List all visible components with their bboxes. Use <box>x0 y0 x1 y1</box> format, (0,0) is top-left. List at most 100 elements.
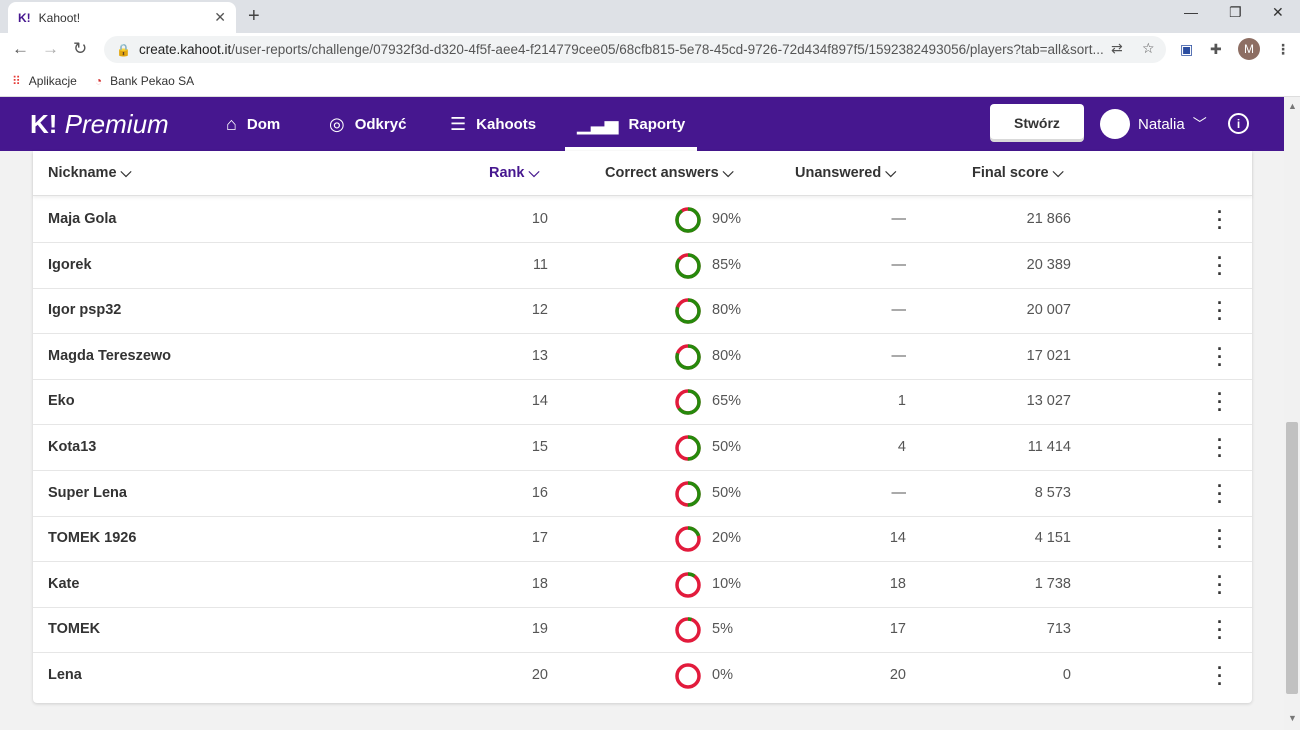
player-nickname: Igorek <box>48 256 92 273</box>
nav-raporty[interactable]: ▁▃▅ Raporty <box>564 97 698 151</box>
scroll-down-icon[interactable]: ▼ <box>1288 713 1297 723</box>
player-nickname: TOMEK 1926 <box>48 530 137 547</box>
close-tab-icon[interactable]: ✕ <box>214 9 226 25</box>
chevron-down-icon: ⌵ <box>885 165 897 181</box>
browser-tab[interactable]: K! Kahoot! ✕ <box>8 2 236 33</box>
profile-avatar[interactable]: M <box>1238 38 1260 60</box>
reload-icon[interactable]: ↻ <box>73 39 88 58</box>
extensions-puzzle-icon[interactable]: ✚ <box>1210 41 1222 57</box>
back-icon[interactable]: ← <box>12 39 29 58</box>
scrollbar-thumb[interactable] <box>1286 422 1298 694</box>
table-row[interactable]: TOMEK 1926 17 20% 14 4 151 · · · <box>33 516 1252 563</box>
more-options-icon[interactable]: · · · <box>1217 293 1223 330</box>
sort-rank[interactable]: Rank ⌵ <box>489 165 540 181</box>
player-nickname: Maja Gola <box>48 211 117 227</box>
more-options-icon[interactable]: · · · <box>1217 521 1223 558</box>
logo-text: Premium <box>64 109 169 139</box>
bookmark-apps[interactable]: ⠿ Aplikacje <box>12 74 77 88</box>
kahoot-premium-logo[interactable]: K! Premium <box>30 109 169 140</box>
restore-icon[interactable]: ❐ <box>1229 4 1242 20</box>
more-options-icon[interactable]: · · · <box>1217 338 1223 375</box>
correct-answers-donut <box>675 298 701 324</box>
final-score: 4 151 <box>1034 530 1071 547</box>
correct-answers-donut <box>675 435 701 461</box>
player-nickname: Igor psp32 <box>48 302 122 319</box>
table-row[interactable]: Super Lena 16 50% — 8 573 · · · <box>33 471 1252 517</box>
nav-dom[interactable]: ⌂ Dom <box>226 97 280 151</box>
player-rank: 13 <box>531 347 548 364</box>
new-tab-icon[interactable]: + <box>248 5 260 27</box>
correct-answers-donut <box>675 572 701 598</box>
player-rank: 12 <box>531 302 548 319</box>
player-rank: 19 <box>531 621 548 638</box>
url-path: /user-reports/challenge/07932f3d-d320-4f… <box>231 42 1104 57</box>
browser-toolbar: ← → ↻ 🔒 create.kahoot.it /user-reports/c… <box>0 33 1300 66</box>
sort-final-score[interactable]: Final score ⌵ <box>972 165 1064 181</box>
final-score: 8 573 <box>1034 484 1071 501</box>
table-header: Nickname ⌵ Rank ⌵ Correct answers ⌵ Unan… <box>33 151 1252 196</box>
table-row[interactable]: Maja Gola 10 90% — 21 866 · · · <box>33 197 1252 243</box>
final-score: 1 738 <box>1034 575 1071 592</box>
player-rank: 17 <box>531 530 548 547</box>
final-score: 20 007 <box>1026 302 1071 319</box>
correct-answers-donut <box>675 344 701 370</box>
table-row[interactable]: Kota13 15 50% 4 11 414 · · · <box>33 425 1252 471</box>
correct-answers-percent: 65% <box>712 393 742 410</box>
extension-icon[interactable]: ▣ <box>1180 41 1194 57</box>
player-rank: 14 <box>531 393 548 410</box>
player-nickname: Super Lena <box>48 484 127 501</box>
player-nickname: Eko <box>48 393 75 410</box>
more-options-icon[interactable]: · · · <box>1217 475 1223 512</box>
user-menu[interactable]: Natalia ﹀ <box>1100 97 1207 151</box>
forward-icon[interactable]: → <box>42 39 59 58</box>
logo-mark: K! <box>30 109 58 139</box>
correct-answers-donut <box>675 207 701 233</box>
correct-answers-donut <box>675 389 701 416</box>
sort-unanswered[interactable]: Unanswered ⌵ <box>795 165 896 181</box>
correct-answers-percent: 5% <box>712 621 733 638</box>
chevron-down-icon: ⌵ <box>528 165 540 181</box>
correct-answers-donut <box>675 526 701 552</box>
table-row[interactable]: Magda Tereszewo 13 80% — 17 021 · · · <box>33 334 1252 380</box>
url-host: create.kahoot.it <box>138 42 232 57</box>
table-row[interactable]: Igor psp32 12 80% — 20 007 · · · <box>33 288 1252 335</box>
more-options-icon[interactable]: · · · <box>1217 658 1223 694</box>
sort-nickname[interactable]: Nickname ⌵ <box>48 165 132 181</box>
translate-icon[interactable]: ⇄ <box>1111 40 1123 56</box>
correct-answers-percent: 50% <box>712 484 742 501</box>
info-icon[interactable]: i <box>1228 113 1249 134</box>
player-rank: 16 <box>531 484 548 501</box>
bookmark-bank-pekao[interactable]: ◔ Bank Pekao SA <box>95 74 194 88</box>
more-options-icon[interactable]: · · · <box>1217 202 1223 238</box>
sort-correct-answers[interactable]: Correct answers ⌵ <box>605 165 734 181</box>
url-bar[interactable]: 🔒 create.kahoot.it /user-reports/challen… <box>104 36 1166 63</box>
table-row[interactable]: Eko 14 65% 1 13 027 · · · <box>33 379 1252 426</box>
more-options-icon[interactable]: · · · <box>1217 430 1223 466</box>
more-options-icon[interactable]: · · · <box>1217 612 1223 649</box>
close-window-icon[interactable]: ✕ <box>1272 4 1284 20</box>
nav-odkryc[interactable]: ◎ Odkryć <box>329 97 406 151</box>
minimize-icon[interactable]: — <box>1184 4 1198 20</box>
correct-answers-donut <box>675 480 701 507</box>
scroll-up-icon[interactable]: ▲ <box>1288 101 1297 111</box>
unanswered-count: — <box>891 211 907 227</box>
table-row[interactable]: Igorek 11 85% — 20 389 · · · <box>33 243 1252 289</box>
table-row[interactable]: Lena 20 0% 20 0 · · · <box>33 653 1252 699</box>
browser-menu-icon[interactable]: ⋮ <box>1276 41 1290 57</box>
final-score: 20 389 <box>1026 256 1071 273</box>
table-row[interactable]: Kate 18 10% 18 1 738 · · · <box>33 562 1252 608</box>
correct-answers-percent: 50% <box>712 439 742 455</box>
more-options-icon[interactable]: · · · <box>1217 247 1223 284</box>
header-unanswered-label: Unanswered <box>795 165 882 181</box>
player-rank: 18 <box>531 575 548 592</box>
nav-kahoots[interactable]: ☰ Kahoots <box>450 97 536 151</box>
page-scrollbar[interactable]: ▲ ▼ <box>1284 97 1300 730</box>
bookmark-star-icon[interactable]: ☆ <box>1142 40 1155 56</box>
compass-icon: ◎ <box>329 113 345 134</box>
chevron-down-icon: ⌵ <box>120 165 132 181</box>
create-button[interactable]: Stwórz <box>990 104 1084 142</box>
unanswered-count: 20 <box>889 667 906 683</box>
more-options-icon[interactable]: · · · <box>1217 384 1223 421</box>
more-options-icon[interactable]: · · · <box>1217 566 1223 603</box>
table-row[interactable]: TOMEK 19 5% 17 713 · · · <box>33 607 1252 654</box>
